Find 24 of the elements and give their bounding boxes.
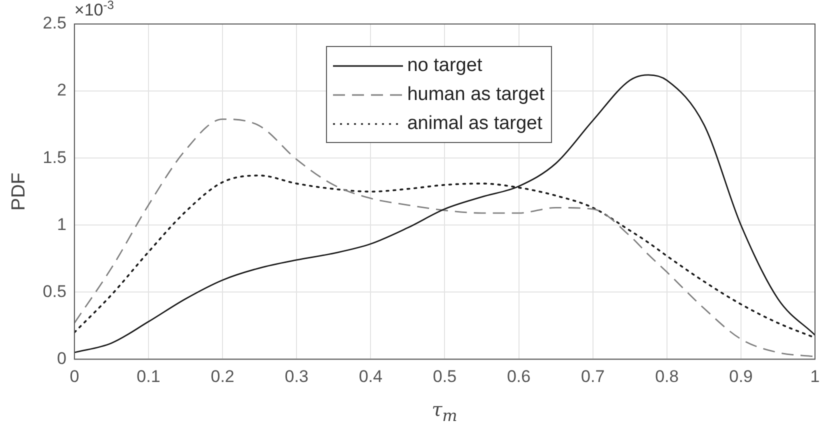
x-tick-label: 0.7	[581, 367, 605, 386]
y-tick-label: 2.5	[42, 14, 66, 33]
x-tick-label: 0.5	[432, 367, 457, 386]
x-tick-label: 0	[70, 367, 80, 386]
y-tick-label: 2	[56, 80, 66, 100]
x-tick-label: 0.9	[729, 367, 753, 386]
x-tick-label: 0.3	[284, 367, 308, 386]
y-axis-title: PDF	[8, 172, 30, 211]
x-axis-title: τ$_{m}$	[432, 399, 458, 425]
y-tick-label: 0	[56, 348, 66, 368]
legend-label: no target	[407, 54, 482, 76]
y-tick-label: 1	[56, 214, 66, 234]
legend-label: animal as target	[407, 112, 542, 134]
x-tick-label: 0.1	[136, 367, 160, 386]
text: ×10$^{-3}$	[74, 0, 114, 21]
y-tick-label: 0.5	[42, 282, 66, 301]
legend-label: human as target	[407, 84, 545, 106]
x-tick-label: 0.8	[655, 367, 679, 386]
y-tick-label: 1.5	[42, 148, 66, 167]
line-series	[74, 74, 815, 354]
x-tick-label: 1	[810, 367, 820, 386]
x-tick-label: 0.6	[506, 367, 531, 386]
x-tick-label: 0.4	[358, 367, 382, 386]
x-tick-label: 0.2	[210, 367, 234, 386]
